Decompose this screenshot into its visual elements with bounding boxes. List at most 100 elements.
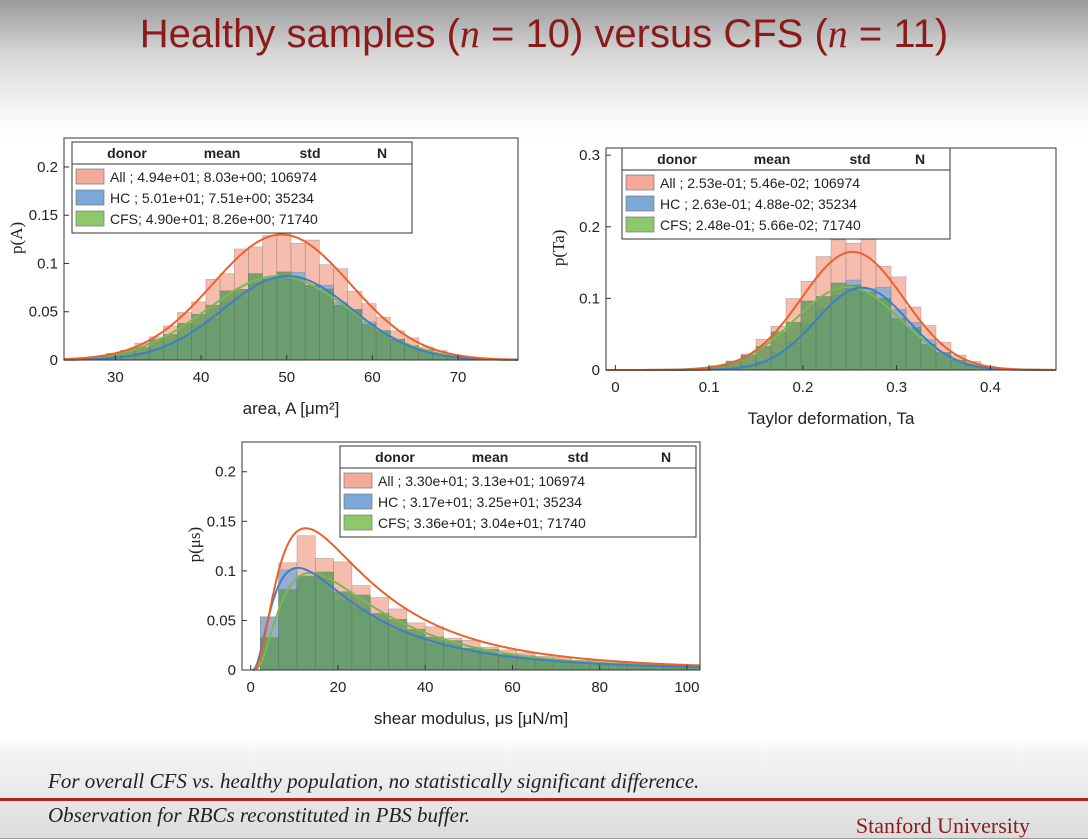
x-axis-label: area, A [μm²] — [243, 399, 340, 418]
y-tick-label: 0.1 — [215, 563, 236, 580]
y-axis-label: p(A) — [7, 222, 26, 254]
legend-header-donor: donor — [107, 145, 147, 161]
legend-swatch-cfs — [343, 514, 373, 531]
legend-header-n: N — [377, 145, 387, 161]
x-tick-label: 50 — [278, 369, 295, 386]
note-line-1: For overall CFS vs. healthy population, … — [48, 769, 700, 793]
histogram-bar-cfs — [319, 288, 334, 361]
legend-swatch-all — [625, 174, 655, 191]
legend-header-n: N — [915, 151, 925, 167]
chart-0-svg: 30 40 50 60 70 0 0.05 0.1 0.15 0.2 area, A [μm²] p(… — [7, 137, 519, 418]
legend-header-mean: mean — [754, 151, 791, 167]
x-tick-label: 60 — [504, 679, 521, 696]
legend-box — [71, 141, 413, 234]
title-suffix: = 11) — [847, 12, 949, 56]
plot-frame — [63, 137, 519, 361]
histogram-bar-cfs — [351, 594, 371, 671]
y-tick-label: 0.2 — [579, 219, 600, 236]
histogram-bar-cfs — [296, 575, 316, 671]
legend-header-donor: donor — [375, 449, 415, 465]
x-tick-label: 60 — [364, 369, 381, 386]
histogram-bar-cfs — [785, 321, 802, 371]
histogram-bar-cfs — [361, 323, 377, 361]
fit-curve-all — [63, 233, 519, 361]
histogram-bar-cfs — [333, 304, 349, 361]
y-tick-label: 0.2 — [37, 159, 58, 176]
histogram-bar-cfs — [830, 282, 847, 371]
legend-entry-hc: HC ; 2.63e-01; 4.88e-02; 35234 — [660, 196, 857, 212]
histogram-bar-cfs — [890, 318, 907, 371]
histogram-bar-cfs — [845, 284, 862, 371]
legend-swatch-hc — [75, 189, 105, 206]
x-tick-label: 0.2 — [792, 379, 813, 396]
legend-entry-hc: HC ; 3.17e+01; 3.25e+01; 35234 — [378, 494, 582, 510]
legend: donor mean std N All ; 2.53e-01; 5.46e-02; 1… — [621, 147, 951, 240]
footer-band — [0, 738, 1088, 838]
histogram-bar-cfs — [333, 591, 353, 671]
y-tick-label: 0.15 — [207, 513, 236, 530]
legend-header-std: std — [300, 145, 321, 161]
legend: donor mean std N All ; 3.30e+01; 3.13e+01; 1… — [339, 445, 697, 538]
y-tick-label: 0 — [228, 662, 236, 679]
x-tick-label: 80 — [591, 679, 608, 696]
legend-header-mean: mean — [204, 145, 241, 161]
chart-2-svg: 0 20 40 60 80 100 0 0.05 0.1 0.15 0.2 shear modulus… — [185, 441, 701, 728]
fit-curve-hc — [252, 566, 700, 671]
title-mid: = 10) versus CFS ( — [479, 12, 828, 56]
y-tick-label: 0.1 — [579, 290, 600, 307]
chart-1-svg: 0 0.1 0.2 0.3 0.4 0 0.1 0.2 0.3 Taylor deformatio… — [549, 147, 1057, 428]
histogram-bar-cfs — [388, 619, 408, 671]
legend-header-std: std — [850, 151, 871, 167]
legend-swatch-all — [343, 472, 373, 489]
x-tick-label: 40 — [193, 369, 210, 386]
x-tick-label: 70 — [450, 369, 467, 386]
title-n1: n — [459, 11, 480, 56]
histogram-bar-cfs — [860, 291, 877, 371]
legend-header-mean: mean — [472, 449, 509, 465]
taylor-deformation-histogram: 0 0.1 0.2 0.3 0.4 0 0.1 0.2 0.3 Taylor deformatio… — [544, 130, 1088, 430]
x-tick-label: 40 — [417, 679, 434, 696]
histogram-bar-cfs — [276, 271, 292, 361]
y-tick-label: 0 — [50, 352, 58, 369]
legend-box — [621, 147, 951, 240]
slide-title: Healthy samples (n = 10) versus CFS (n =… — [0, 10, 1088, 57]
y-tick-label: 0.15 — [29, 207, 58, 224]
title-n2: n — [827, 11, 848, 56]
histogram-bar-cfs — [304, 284, 320, 361]
y-tick-label: 0.2 — [215, 464, 236, 481]
x-tick-label: 20 — [330, 679, 347, 696]
legend-entry-cfs: CFS; 3.36e+01; 3.04e+01; 71740 — [378, 515, 586, 531]
y-tick-label: 0.05 — [29, 304, 58, 321]
fit-curve-hc — [64, 275, 518, 361]
legend-swatch-cfs — [625, 216, 655, 233]
x-tick-label: 100 — [674, 679, 699, 696]
y-tick-label: 0 — [592, 362, 600, 379]
note-line-2: Observation for RBCs reconstituted in PB… — [48, 803, 471, 827]
x-axis-label: shear modulus, μs [μN/m] — [374, 709, 568, 728]
legend-header-donor: donor — [657, 151, 697, 167]
y-tick-label: 0.05 — [207, 612, 236, 629]
legend-entry-all: All ; 2.53e-01; 5.46e-02; 106974 — [660, 175, 860, 191]
y-tick-label: 0.3 — [579, 147, 600, 164]
legend-entry-hc: HC ; 5.01e+01; 7.51e+00; 35234 — [110, 190, 314, 206]
shear-modulus-histogram: 0 20 40 60 80 100 0 0.05 0.1 0.15 0.2 shear modulus… — [180, 432, 740, 732]
legend: donor mean std N All ; 4.94e+01; 8.03e+00; 1… — [71, 141, 413, 234]
legend-header-std: std — [568, 449, 589, 465]
x-axis-label: Taylor deformation, Ta — [748, 409, 915, 428]
histogram-bar-cfs — [935, 352, 952, 371]
histogram-bar-cfs — [905, 327, 922, 371]
x-tick-label: 0.4 — [980, 379, 1001, 396]
x-tick-label: 0 — [247, 679, 255, 696]
legend-entry-all: All ; 4.94e+01; 8.03e+00; 106974 — [110, 169, 317, 185]
y-axis-label: p(Ta) — [549, 230, 568, 267]
y-axis-label: p(μs) — [185, 527, 204, 563]
legend-entry-all: All ; 3.30e+01; 3.13e+01; 106974 — [378, 473, 585, 489]
legend-swatch-hc — [343, 493, 373, 510]
x-tick-label: 0.3 — [886, 379, 907, 396]
title-prefix: Healthy samples ( — [139, 12, 460, 56]
histogram-bar-cfs — [290, 277, 306, 361]
legend-box — [339, 445, 697, 538]
histogram-bar-cfs — [262, 278, 278, 361]
fit-curve-all — [252, 527, 700, 671]
plot-frame — [241, 441, 701, 671]
